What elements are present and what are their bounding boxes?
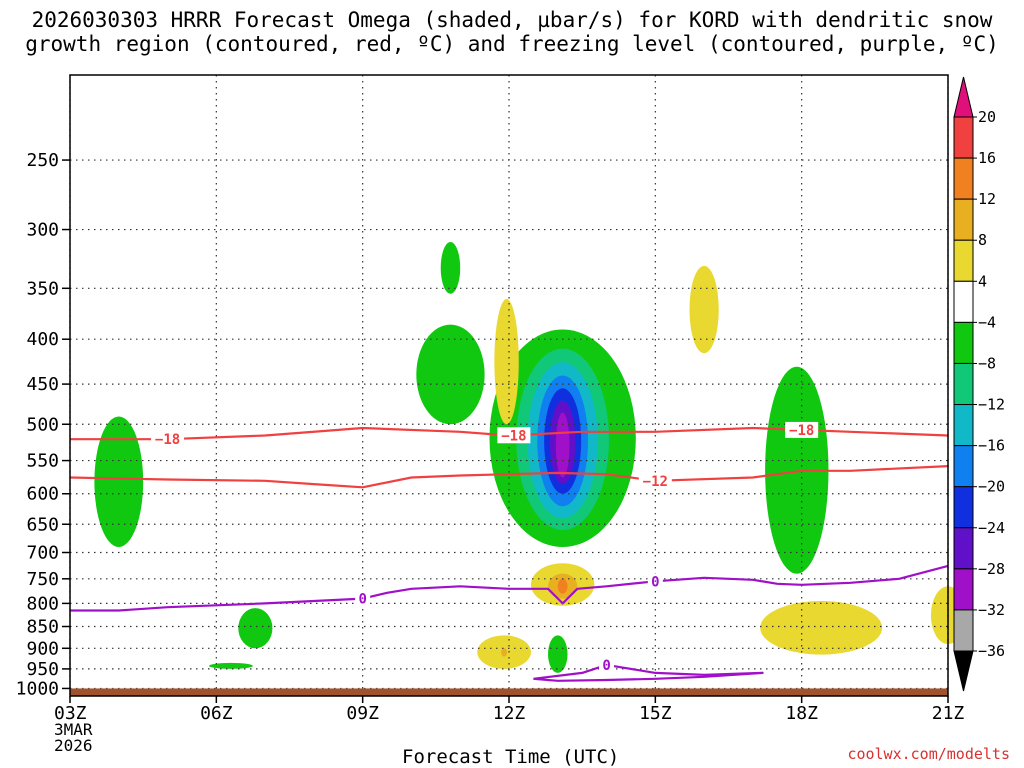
credit-link[interactable]: coolwx.com/modelts [847,745,1010,763]
colorbar-label: −8 [978,354,996,372]
contour-label-bg [785,421,819,438]
y-tick-label: 750 [26,569,59,590]
omega-blob-ascent-0800z-mid [416,324,485,425]
ground-surface [70,688,948,696]
omega-blob-ascent-0800z-upper [440,242,461,294]
contour-lines: −18 −18 −18 −12 0 0 0 [69,421,949,682]
title-line-1: 2026030303 HRRR Forecast Omega (shaded, … [31,8,993,32]
omega-blob-sink-1200z-sfc [501,648,508,657]
omega-blob-ascent-0415z [94,416,144,548]
contour-label-isotherm-minus18: −18 [789,423,814,439]
colorbar-label: −32 [978,601,1005,619]
contour-label-bg [355,590,371,607]
contour-label-freezing-level: 0 [651,574,659,590]
title-line-2: growth region (contoured, red, ºC) and f… [25,32,999,56]
colorbar-label: 12 [978,190,996,208]
x-tick-label: 03Z [54,703,87,724]
colorbar-bin [953,568,974,611]
colorbar-bin [953,445,974,488]
colorbar-label: −24 [978,519,1005,537]
colorbar-label: −20 [978,478,1005,496]
colorbar-label: 20 [978,108,996,126]
y-tick-label: 650 [26,514,59,535]
colorbar-bin [953,198,974,241]
omega-blob-ascent-1800z [765,366,829,574]
omega-blob-sink-1800z-low [760,601,883,655]
y-tick-label: 300 [26,220,59,241]
contour-label-isotherm-minus12: −12 [643,474,668,490]
contour-label-isotherm-minus18: −18 [501,428,526,444]
colorbar-label: −28 [978,560,1005,578]
omega-blob-sink-1600z [689,265,719,354]
contour-label-freezing-level: 0 [358,592,366,608]
omega-blob-main-updraft [555,412,570,478]
x-date-year: 2026 [54,736,93,755]
omega-blob-ascent-0545z-low [238,608,273,649]
colorbar-bin [953,486,974,529]
y-tick-label: 800 [26,593,59,614]
omega-blob-ascent-0500z-sfc [209,662,253,669]
x-date-month: 3MAR [54,720,93,739]
x-tick-label: 18Z [785,703,818,724]
contour-label-bg [638,472,672,489]
contour-label-bg [497,427,531,444]
x-tick-label: 06Z [200,703,233,724]
y-tick-label: 950 [26,659,59,680]
y-tick-label: 250 [26,150,59,171]
x-tick-label: 12Z [493,703,526,724]
contour-freezing-loop [533,663,764,682]
colorbar-bin [953,157,974,200]
y-tick-label: 850 [26,617,59,638]
y-axis: 2503003504004505005506006507007508008509… [16,150,70,699]
y-tick-label: 450 [26,374,59,395]
colorbar-bin [953,404,974,447]
y-tick-label: 600 [26,484,59,505]
colorbar-bin [953,280,974,323]
y-tick-label: 350 [26,278,59,299]
colorbar-bin [953,527,974,570]
colorbar-label: 8 [978,231,987,249]
contour-freezing-level [70,564,949,612]
colorbar-bottom-arrow [953,650,974,692]
colorbar: 20 16 12 8 4 −4 −8 −12 −16 −20 −24 −28 −32 −36 [953,76,1005,692]
gridlines [69,75,949,696]
x-tick-label: 15Z [639,703,672,724]
y-tick-label: 900 [26,638,59,659]
y-tick-label: 550 [26,451,59,472]
colorbar-top-arrow [953,76,974,118]
colorbar-label: −16 [978,437,1005,455]
omega-blob-sink-1300z-low [557,578,568,594]
contour-isotherm-minus12 [69,465,949,489]
colorbar-bin [953,116,974,159]
contour-label-bg [599,656,615,673]
x-tick-label: 09Z [346,703,379,724]
y-tick-label: 1000 [16,678,59,699]
chart-title: 2026030303 HRRR Forecast Omega (shaded, … [0,8,1024,56]
contour-label-bg [647,573,663,590]
contour-label-isotherm-minus18: −18 [155,432,180,448]
y-tick-label: 700 [26,543,59,564]
colorbar-label: −12 [978,396,1005,414]
colorbar-bin [953,239,974,282]
colorbar-bin [953,321,974,364]
colorbar-label: 4 [978,272,987,290]
x-tick-label: 21Z [932,703,965,724]
x-axis-label: Forecast Time (UTC) [402,746,620,768]
y-tick-label: 500 [26,414,59,435]
omega-blob-sink-1155z-upper [494,299,519,425]
omega-blob-ascent-1300z-low [548,635,568,673]
colorbar-label: 16 [978,149,996,167]
contour-label-bg [151,431,185,448]
colorbar-label: −36 [978,642,1005,660]
omega-shading [94,242,966,673]
contour-label-freezing-loop: 0 [602,658,610,674]
colorbar-bin [953,362,974,406]
colorbar-bin [953,609,974,652]
y-tick-label: 400 [26,329,59,350]
colorbar-label: −4 [978,313,996,331]
